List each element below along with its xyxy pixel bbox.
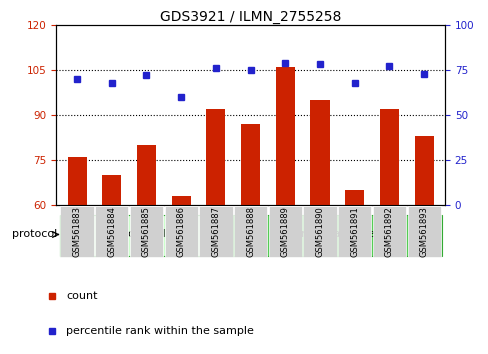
Text: count: count	[66, 291, 98, 301]
Bar	[102, 175, 121, 205]
Bar	[345, 190, 364, 205]
FancyBboxPatch shape	[60, 215, 233, 256]
Text: GSM561891: GSM561891	[349, 206, 359, 257]
Bar	[171, 196, 190, 205]
Text: GSM561888: GSM561888	[245, 206, 255, 257]
Text: control: control	[127, 229, 165, 240]
FancyBboxPatch shape	[233, 206, 267, 257]
Text: GSM561884: GSM561884	[107, 206, 116, 257]
FancyBboxPatch shape	[61, 206, 94, 257]
Text: GSM561889: GSM561889	[280, 206, 289, 257]
Bar	[206, 109, 225, 205]
Text: GSM561887: GSM561887	[211, 206, 220, 257]
Text: GSM561883: GSM561883	[72, 206, 81, 257]
Bar	[379, 109, 398, 205]
Text: GSM561886: GSM561886	[176, 206, 185, 257]
FancyBboxPatch shape	[372, 206, 405, 257]
Bar	[67, 157, 86, 205]
FancyBboxPatch shape	[407, 206, 440, 257]
Text: GSM561890: GSM561890	[315, 206, 324, 257]
Text: GSM561892: GSM561892	[384, 206, 393, 257]
FancyBboxPatch shape	[164, 206, 198, 257]
FancyBboxPatch shape	[303, 206, 336, 257]
Bar	[414, 136, 433, 205]
Text: percentile rank within the sample: percentile rank within the sample	[66, 326, 253, 336]
FancyBboxPatch shape	[233, 215, 441, 256]
Bar	[241, 124, 260, 205]
Bar	[137, 145, 156, 205]
Title: GDS3921 / ILMN_2755258: GDS3921 / ILMN_2755258	[160, 10, 341, 24]
FancyBboxPatch shape	[337, 206, 371, 257]
Bar	[310, 100, 329, 205]
FancyBboxPatch shape	[129, 206, 163, 257]
Text: GSM561885: GSM561885	[142, 206, 151, 257]
Text: GSM561893: GSM561893	[419, 206, 428, 257]
FancyBboxPatch shape	[199, 206, 232, 257]
FancyBboxPatch shape	[95, 206, 128, 257]
Text: protocol: protocol	[12, 229, 57, 240]
FancyBboxPatch shape	[268, 206, 302, 257]
Text: microbiota depleted: microbiota depleted	[281, 229, 393, 240]
Bar	[275, 67, 294, 205]
